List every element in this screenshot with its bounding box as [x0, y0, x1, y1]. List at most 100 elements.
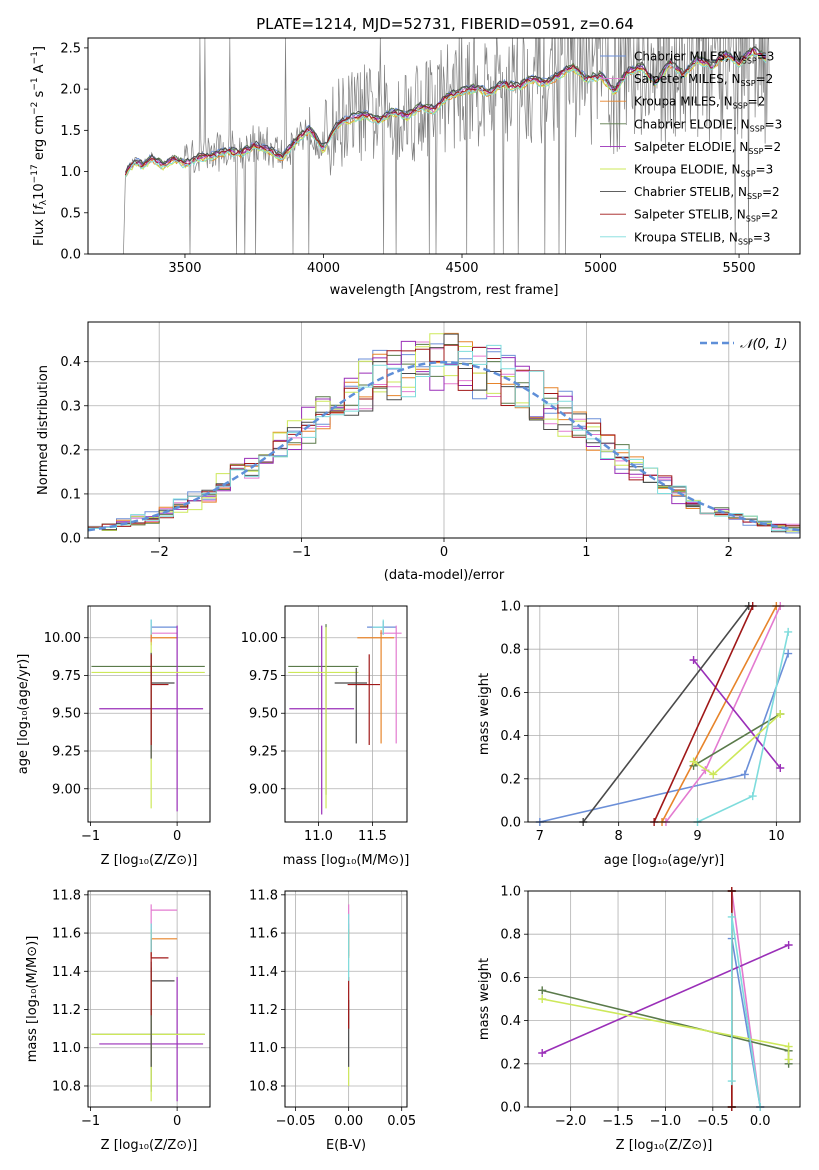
x-tick-label: 10 [768, 829, 785, 844]
x-tick-label: 9 [693, 829, 701, 844]
weight-marker-salpeter-elodie [538, 1049, 547, 1057]
y-tick-label: 11.6 [52, 927, 81, 942]
y-tick-label: 0.3 [60, 399, 81, 414]
x-tick-label: 11.0 [304, 829, 333, 844]
legend-label-salpeter-miles: Salpeter MILES, NSSP=2 [634, 72, 773, 88]
y-tick-label: 9.00 [52, 782, 81, 797]
y-tick-label: 0.6 [500, 686, 521, 701]
mass-vs-EBV-xlabel: E(B-V) [326, 1138, 366, 1153]
legend-label-salpeter-elodie: Salpeter ELODIE, NSSP=2 [634, 140, 781, 156]
y-tick-label: 9.75 [249, 669, 278, 684]
weight-line-kroupa-elodie [693, 713, 781, 776]
y-tick-label: 0.4 [500, 1014, 521, 1029]
y-tick-label: 0.0 [60, 248, 81, 263]
x-tick-label: 0 [173, 1114, 181, 1129]
model-line-kroupa-elodie [124, 50, 767, 178]
age-vs-mass-xlabel: mass [log₁₀(M/M⊙)] [283, 853, 410, 868]
weight-line-chabrier-stelib [582, 605, 750, 823]
mass-vs-Z-plot-area: −1 0 10.8 11.0 11.2 11.4 11.6 11.8 [52, 888, 210, 1129]
model-line-chabrier-elodie [125, 46, 766, 173]
weight-marker-kroupa-elodie [784, 1042, 793, 1051]
y-tick-label: 1.5 [60, 124, 81, 139]
weight-line-kroupa-miles [661, 605, 778, 823]
x-tick-label: −1 [292, 545, 311, 560]
mass-vs-Z-ylabel: mass [log₁₀(M/M⊙)] [25, 936, 40, 1063]
y-tick-label: 0.6 [500, 971, 521, 986]
y-tick-label: 0.5 [60, 206, 81, 221]
y-tick-label: 9.75 [52, 669, 81, 684]
legend-label-salpeter-stelib: Salpeter STELIB, NSSP=2 [634, 208, 778, 224]
weight-vs-Z-xlabel: Z [log₁₀(Z/Z⊙)] [616, 1138, 713, 1153]
weight-vs-age-xlabel: age [log₁₀(age/yr)] [604, 853, 725, 868]
y-tick-label: 9.50 [249, 707, 278, 722]
y-tick-label: 0.2 [500, 772, 521, 787]
x-tick-label: −0.05 [276, 1114, 316, 1129]
residuals-legend: 𝒩(0, 1) [700, 337, 787, 352]
y-tick-label: 11.4 [52, 965, 81, 980]
residuals-clipped-area [88, 332, 800, 534]
model-line-salpeter-stelib [124, 47, 767, 176]
spectrum-panel: 3500 4000 4500 5000 5500 0.0 0.5 1.0 1.5 2.0 2.5 w… [30, 37, 801, 298]
weight-marker-salpeter-elodie [784, 941, 793, 949]
legend-label-kroupa-elodie: Kroupa ELODIE, NSSP=3 [634, 163, 773, 179]
y-tick-label: 1.0 [60, 165, 81, 180]
y-tick-label: 11.2 [249, 1003, 278, 1018]
weight-vs-Z-axes-frame [527, 890, 801, 1108]
y-tick-label: 0.1 [60, 487, 81, 502]
y-tick-label: 11.4 [249, 965, 278, 980]
x-tick-label: −1.5 [602, 1114, 634, 1129]
age-vs-Z-xlabel: Z [log₁₀(Z/Z⊙)] [101, 853, 198, 868]
x-tick-label: −2.0 [555, 1114, 587, 1129]
x-tick-label: 7 [536, 829, 544, 844]
weight-marker-kroupa-stelib [727, 912, 736, 921]
y-tick-label: 11.6 [249, 927, 278, 942]
x-tick-label: 8 [615, 829, 623, 844]
x-tick-label: −1 [81, 1114, 100, 1129]
residuals-xlabel: (data-model)/error [384, 568, 505, 583]
spectrum-ylabel: Flux [fλ10−17 erg cm−2 s−1 A−1] [30, 46, 49, 246]
residuals-axes-frame [87, 321, 801, 539]
weight-marker-salpeter-elodie [689, 656, 698, 664]
age-vs-mass-plot-area: 11.0 11.5 9.00 9.25 9.50 9.75 10.00 [241, 606, 407, 844]
y-tick-label: 10.8 [52, 1079, 81, 1094]
weight-vs-Z-panel: −2.0 −1.5 −1.0 −0.5 0.0 0.0 0.2 0.4 0.6 0.8 1.0 Z … [477, 885, 801, 1153]
weight-marker-chabrier-miles [740, 770, 749, 779]
y-tick-label: 1.0 [500, 885, 521, 900]
legend-label-kroupa-miles: Kroupa MILES, NSSP=2 [634, 95, 765, 111]
y-tick-label: 2.5 [60, 41, 81, 56]
spectrum-axes-frame [87, 37, 801, 255]
legend-label-chabrier-elodie: Chabrier ELODIE, NSSP=3 [634, 117, 782, 133]
x-tick-label: 0 [173, 829, 181, 844]
weight-vs-age-plot-area: 7 8 9 10 0.0 0.2 0.4 0.6 0.8 1.0 [500, 600, 800, 844]
weight-line-kroupa-stelib [697, 631, 789, 823]
y-tick-label: 0.2 [500, 1057, 521, 1072]
y-tick-label: 11.0 [52, 1041, 81, 1056]
x-tick-label: 4000 [307, 261, 340, 276]
weight-vs-age-ylabel: mass weight [477, 673, 492, 755]
weight-line-salpeter-elodie [692, 659, 781, 769]
y-tick-label: 0.4 [500, 729, 521, 744]
y-tick-label: 10.8 [249, 1079, 278, 1094]
x-tick-label: −1 [81, 829, 100, 844]
weight-vs-age-clipped-area [535, 602, 793, 826]
histogram-salpeter-elodie [88, 340, 800, 532]
model-line-kroupa-stelib [125, 53, 767, 178]
weight-line-salpeter-elodie [541, 944, 789, 1054]
residuals-plot-area: −2 −1 0 1 2 0.0 0.1 0.2 0.3 0.4 [60, 322, 800, 560]
weight-line-chabrier-elodie [693, 713, 781, 767]
weight-marker-kroupa-elodie [689, 757, 698, 766]
y-tick-label: 0.8 [500, 928, 521, 943]
y-tick-label: 9.25 [249, 745, 278, 760]
x-tick-label: 1 [582, 545, 590, 560]
spectrum-legend: Chabrier MILES, NSSP=3 Salpeter MILES, NS… [600, 50, 782, 246]
x-tick-label: −0.5 [697, 1114, 729, 1129]
spectrum-plot-area: 3500 4000 4500 5000 5500 0.0 0.5 1.0 1.5 2.0 2.5 [60, 38, 770, 276]
age-vs-mass-clipped-area [288, 619, 402, 815]
y-tick-label: 0.0 [500, 1101, 521, 1116]
weight-vs-Z-plot-area: −2.0 −1.5 −1.0 −0.5 0.0 0.0 0.2 0.4 0.6 0.8 1.0 [500, 885, 800, 1129]
figure-title: PLATE=1214, MJD=52731, FIBERID=0591, z=0… [256, 15, 634, 33]
x-tick-label: 0.00 [334, 1114, 363, 1129]
model-line-chabrier-stelib [124, 46, 767, 173]
age-vs-mass-panel: 11.0 11.5 9.00 9.25 9.50 9.75 10.00 mass [log₁… [241, 605, 410, 868]
y-tick-label: 11.0 [249, 1041, 278, 1056]
